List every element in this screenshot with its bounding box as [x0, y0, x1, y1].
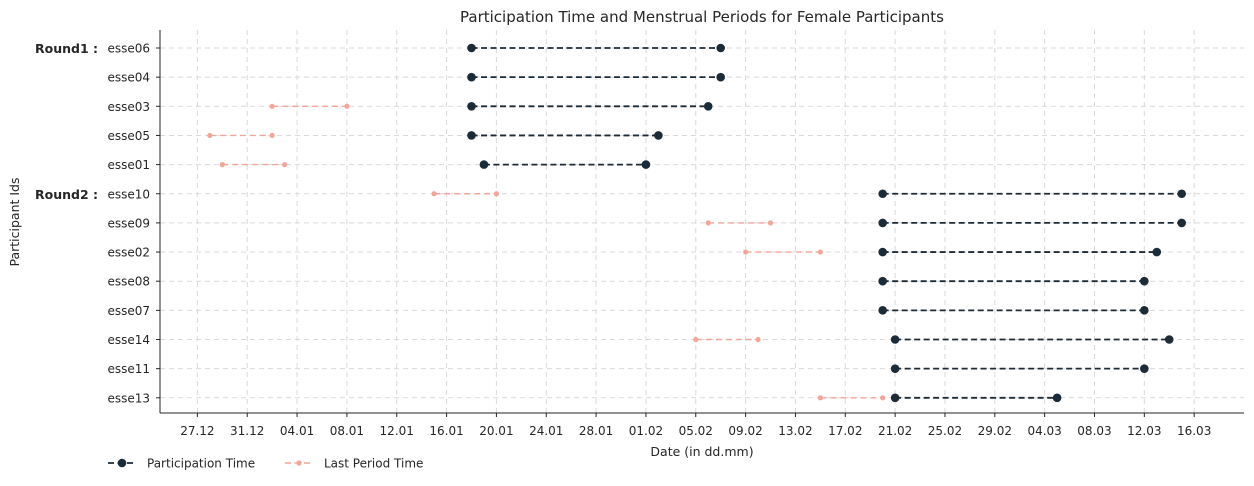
period-start-point [431, 191, 437, 197]
period-end-point [880, 395, 886, 401]
x-tick-label: 05.02 [679, 424, 713, 438]
period-end-point [269, 132, 275, 139]
y-tick-label: esse01 [107, 158, 150, 172]
participation-start-point [890, 364, 900, 373]
participation-end-point [1177, 189, 1187, 199]
participation-end-point [1152, 247, 1162, 257]
x-tick-label: 20.01 [479, 424, 513, 438]
period-start-point [743, 249, 749, 255]
participation-start-point [878, 247, 887, 257]
participation-start-point [878, 306, 887, 315]
y-tick-label: esse02 [107, 246, 150, 260]
participation-start-point [467, 131, 476, 140]
participation-end-point [1052, 393, 1062, 403]
x-tick-label: 27.12 [180, 424, 214, 438]
x-tick-label: 29.02 [978, 424, 1012, 438]
legend-participation-label: Participation Time [147, 457, 255, 471]
group-label: Round1 : [35, 41, 98, 56]
group-label: Round2 : [35, 187, 98, 202]
participation-start-point [479, 160, 489, 169]
y-axis-ticks: esse06 esse04 esse03 esse05 esse01 esse10 esse… [35, 41, 160, 405]
y-tick-label: esse11 [107, 362, 150, 376]
x-tick-label: 04.01 [280, 424, 314, 438]
y-axis-label: Participant Ids [7, 177, 22, 266]
x-tick-label: 28.01 [579, 424, 613, 438]
x-tick-label: 01.02 [629, 424, 663, 438]
participation-start-point [467, 43, 476, 53]
period-start-point [693, 336, 699, 343]
y-tick-label: esse09 [107, 216, 150, 230]
legend-participation-marker [117, 458, 127, 468]
period-start-point [705, 220, 711, 226]
participation-end-point [1140, 276, 1149, 286]
participation-start-point [878, 276, 887, 286]
period-end-point [281, 162, 288, 168]
period-start-point [219, 162, 225, 168]
x-tick-label: 16.01 [429, 424, 463, 438]
x-tick-label: 08.03 [1077, 424, 1111, 438]
participation-end-point [703, 102, 713, 111]
x-tick-label: 25.02 [928, 424, 962, 438]
period-start-point [817, 395, 823, 401]
x-tick-label: 31.12 [230, 424, 264, 438]
legend: Participation Time Last Period Time [108, 457, 423, 471]
participation-start-point [878, 189, 887, 199]
x-tick-label: 08.01 [330, 424, 364, 438]
y-tick-label: esse08 [107, 275, 150, 289]
x-tick-label: 04.03 [1027, 424, 1061, 438]
y-tick-label: esse07 [107, 304, 150, 318]
period-end-point [767, 220, 774, 226]
x-tick-label: 21.02 [878, 424, 912, 438]
x-tick-label: 13.02 [778, 424, 812, 438]
period-end-point [344, 103, 350, 109]
period-end-point [817, 249, 823, 255]
participation-start-point [878, 218, 887, 228]
participation-end-point [1177, 218, 1187, 228]
x-tick-label: 17.02 [828, 424, 862, 438]
y-tick-label: esse03 [107, 100, 150, 114]
grid [160, 30, 1244, 413]
legend-period-marker [296, 460, 302, 466]
x-axis-label: Date (in dd.mm) [650, 444, 753, 459]
period-end-point [493, 191, 500, 197]
period-start-point [207, 132, 213, 139]
participation-end-point [641, 160, 651, 169]
chart-title: Participation Time and Menstrual Periods… [460, 8, 944, 26]
x-tick-label: 12.01 [380, 424, 414, 438]
participation-end-point [1164, 335, 1174, 344]
participation-end-point [716, 72, 725, 82]
plot-area [207, 43, 1187, 403]
y-tick-label: esse10 [107, 187, 150, 201]
y-tick-label: esse06 [107, 42, 150, 56]
legend-period-label: Last Period Time [324, 457, 423, 471]
period-start-point [269, 103, 275, 109]
x-tick-label: 12.03 [1127, 424, 1161, 438]
period-end-point [755, 336, 761, 343]
participation-end-point [654, 131, 663, 140]
participation-end-point [1140, 364, 1149, 373]
y-tick-label: esse14 [107, 333, 150, 347]
y-tick-label: esse04 [107, 71, 150, 85]
participation-end-point [716, 43, 725, 53]
participation-start-point [890, 393, 900, 403]
participation-end-point [1140, 306, 1149, 315]
x-tick-label: 09.02 [728, 424, 762, 438]
y-tick-label: esse05 [107, 129, 150, 143]
x-axis-ticks: 27.12 31.12 04.01 08.01 12.01 16.01 20.01 24.01… [180, 413, 1211, 438]
x-tick-label: 24.01 [529, 424, 563, 438]
participation-start-point [467, 102, 476, 111]
x-tick-label: 16.03 [1177, 424, 1211, 438]
y-tick-label: esse13 [107, 391, 150, 405]
participation-start-point [467, 72, 476, 82]
participation-start-point [890, 335, 900, 344]
